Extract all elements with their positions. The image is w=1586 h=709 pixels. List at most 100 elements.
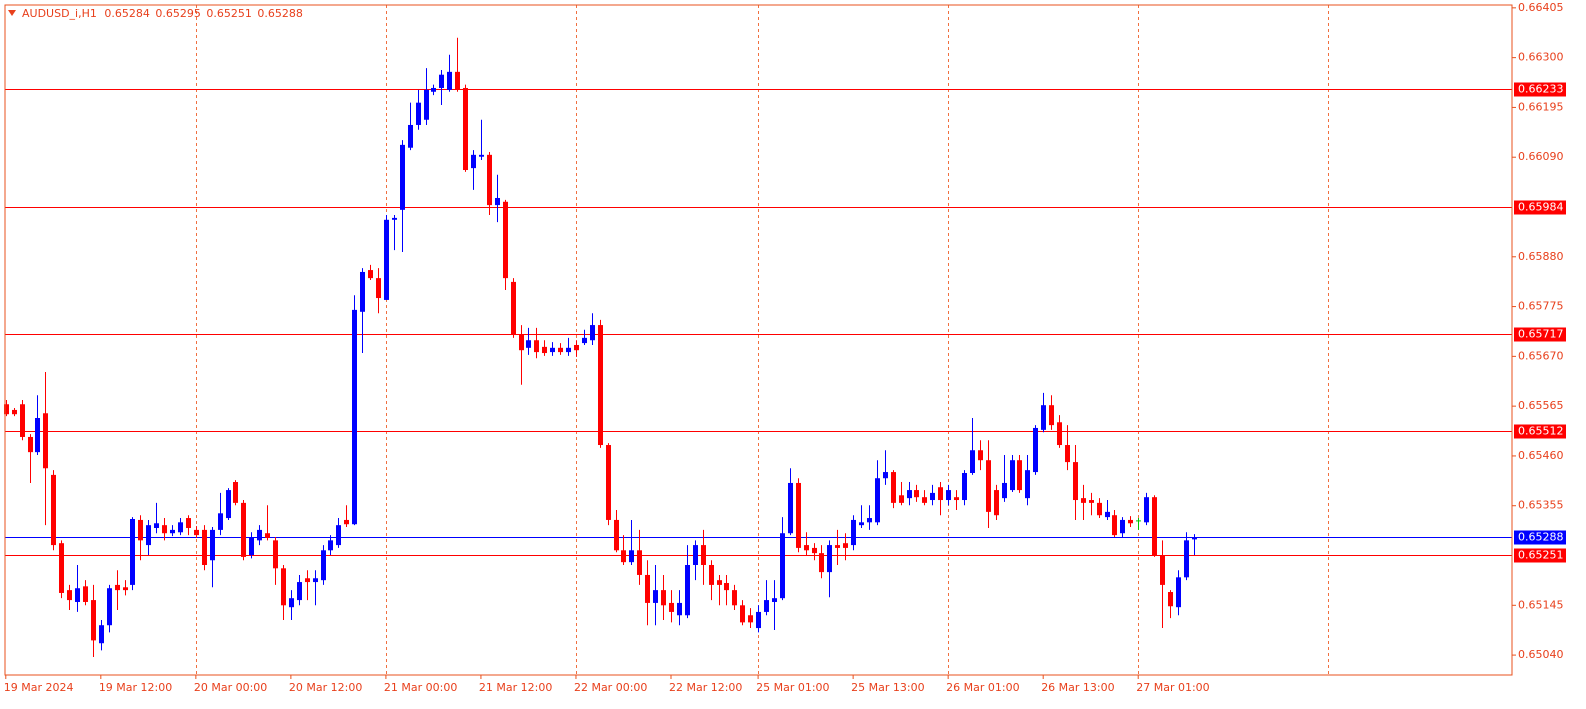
candle-body bbox=[764, 600, 769, 612]
candle-body bbox=[1176, 577, 1181, 608]
header-close: 0.65288 bbox=[257, 7, 303, 20]
candle-body bbox=[1033, 427, 1038, 473]
y-tick-label: 0.65775 bbox=[1518, 300, 1564, 313]
candle-body bbox=[558, 347, 563, 353]
candle-body bbox=[265, 533, 270, 538]
level-label: 0.65251 bbox=[1518, 549, 1564, 562]
y-tick-label: 0.65565 bbox=[1518, 399, 1564, 412]
candle-body bbox=[1002, 482, 1007, 499]
candle-body bbox=[107, 588, 112, 626]
candle-body bbox=[455, 71, 460, 90]
candle-body bbox=[273, 540, 278, 569]
x-tick-label: 22 Mar 12:00 bbox=[669, 681, 742, 694]
candle-body bbox=[693, 545, 698, 565]
candle-body bbox=[542, 346, 547, 354]
candle-body bbox=[994, 490, 999, 516]
candle-body bbox=[384, 219, 389, 300]
candle-body bbox=[740, 605, 745, 623]
candle-body bbox=[1192, 537, 1197, 540]
candle-body bbox=[1089, 500, 1094, 503]
candle-body bbox=[194, 529, 199, 536]
header-arrow bbox=[8, 10, 16, 16]
candle-body bbox=[12, 409, 17, 415]
level-label: 0.65512 bbox=[1518, 425, 1564, 438]
candle-body bbox=[1128, 519, 1133, 524]
x-tick-label: 26 Mar 13:00 bbox=[1041, 681, 1114, 694]
candle-body bbox=[819, 553, 824, 573]
candle-body bbox=[1057, 422, 1062, 446]
candle-body bbox=[590, 325, 595, 341]
x-tick-label: 22 Mar 00:00 bbox=[574, 681, 647, 694]
level-label-box bbox=[1514, 327, 1566, 342]
candle-body bbox=[170, 529, 175, 534]
candle-body bbox=[51, 474, 56, 546]
candle-body bbox=[827, 545, 832, 573]
header: AUDUSD_i,H1 0.65284 0.65295 0.65251 0.65… bbox=[22, 7, 303, 20]
candle-body bbox=[970, 450, 975, 474]
candle-body bbox=[914, 490, 919, 498]
candle-body bbox=[812, 547, 817, 554]
candle-body bbox=[748, 615, 753, 623]
candle-body bbox=[1010, 460, 1015, 491]
candle-body bbox=[835, 545, 840, 548]
candle-body bbox=[328, 540, 333, 551]
candle-body bbox=[1097, 502, 1102, 516]
candle-body bbox=[946, 490, 951, 501]
candle-body bbox=[233, 482, 238, 503]
candle-body bbox=[479, 154, 484, 157]
candle-body bbox=[67, 590, 72, 601]
candle-body bbox=[4, 404, 9, 415]
candle-body bbox=[1049, 405, 1054, 426]
candle-body bbox=[621, 550, 626, 563]
candle-layer bbox=[4, 37, 1197, 657]
candle-body bbox=[91, 600, 96, 641]
x-tick-label: 27 Mar 01:00 bbox=[1136, 681, 1209, 694]
candle-body bbox=[922, 497, 927, 503]
candle-body bbox=[321, 550, 326, 581]
candle-body bbox=[851, 519, 856, 546]
level-label-box bbox=[1514, 82, 1566, 97]
candle-body bbox=[930, 492, 935, 501]
candle-body bbox=[701, 545, 706, 565]
level-label: 0.66233 bbox=[1518, 83, 1564, 96]
candle-body bbox=[1152, 497, 1157, 556]
x-tick-label: 26 Mar 01:00 bbox=[946, 681, 1019, 694]
level-label-box bbox=[1514, 424, 1566, 439]
y-tick-label: 0.65040 bbox=[1518, 648, 1564, 661]
level-label: 0.65984 bbox=[1518, 201, 1564, 214]
y-tick-label: 0.65670 bbox=[1518, 349, 1564, 362]
candle-body bbox=[986, 460, 991, 512]
candle-body bbox=[1017, 460, 1022, 491]
x-tick-label: 21 Mar 00:00 bbox=[384, 681, 457, 694]
candle-body bbox=[28, 436, 33, 453]
candle-body bbox=[614, 519, 619, 551]
candle-body bbox=[606, 445, 611, 520]
candle-body bbox=[289, 598, 294, 608]
candle-body bbox=[732, 590, 737, 606]
candle-body bbox=[59, 543, 64, 593]
candle-body bbox=[178, 522, 183, 533]
y-tick-label: 0.65460 bbox=[1518, 449, 1564, 462]
header-open: 0.65284 bbox=[104, 7, 150, 20]
candle-body bbox=[218, 513, 223, 530]
candle-body bbox=[954, 497, 959, 501]
candle-body bbox=[875, 478, 880, 523]
candle-body bbox=[685, 564, 690, 616]
y-tick-label: 0.65880 bbox=[1518, 250, 1564, 263]
candle-body bbox=[1105, 511, 1110, 518]
candle-body bbox=[424, 89, 429, 120]
candle-body bbox=[186, 518, 191, 529]
x-tick-label: 21 Mar 12:00 bbox=[479, 681, 552, 694]
y-tick-label: 0.66090 bbox=[1518, 150, 1564, 163]
candle-body bbox=[653, 590, 658, 603]
candle-body bbox=[804, 545, 809, 551]
bid-label: 0.65288 bbox=[1518, 531, 1564, 544]
candle-body bbox=[305, 578, 310, 583]
candle-body bbox=[202, 529, 207, 565]
candle-body bbox=[281, 568, 286, 606]
candle-body bbox=[709, 564, 714, 585]
candle-body bbox=[392, 217, 397, 220]
candle-body bbox=[717, 580, 722, 585]
